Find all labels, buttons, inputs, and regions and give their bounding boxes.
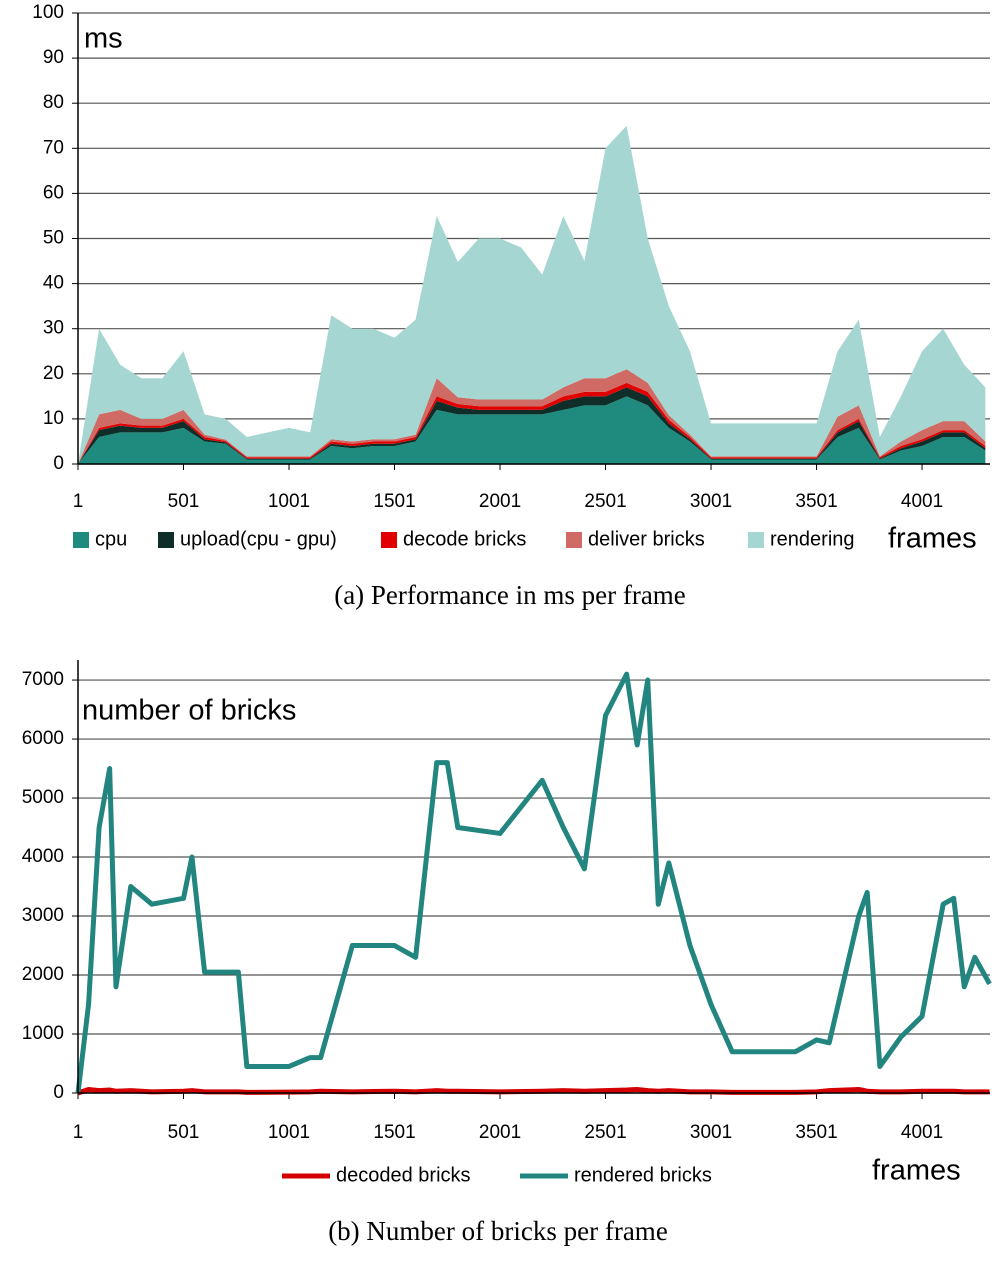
y-tick-label: 70 <box>43 137 64 158</box>
line <box>77 1086 990 1096</box>
x-tick-label: 4001 <box>901 491 943 512</box>
legend-label: cpu <box>95 528 127 550</box>
y-tick-label: 30 <box>43 318 64 339</box>
y-tick-label: 6000 <box>22 728 64 749</box>
area <box>78 125 986 464</box>
x-tick-label: 4001 <box>901 1122 943 1143</box>
caption: (b) Number of bricks per frame <box>328 1216 668 1246</box>
y-tick-label: 40 <box>43 273 64 294</box>
x-tick-label: 3501 <box>795 1122 837 1143</box>
annotation: number of bricks <box>82 695 296 727</box>
x-tick-label: 1 <box>73 1122 84 1143</box>
area <box>78 396 986 464</box>
legend-label: deliver bricks <box>588 528 705 550</box>
x-tick-label: 3501 <box>795 491 837 512</box>
x-tick-label: 501 <box>168 491 200 512</box>
legend-label: decode bricks <box>403 528 526 550</box>
x-axis-label: frames <box>872 1155 961 1187</box>
legend-label: rendering <box>770 528 855 550</box>
y-tick-label: 5000 <box>22 787 64 808</box>
x-tick-label: 2501 <box>584 491 626 512</box>
legend-swatch <box>158 532 174 548</box>
y-tick-label: 10 <box>43 408 64 429</box>
y-tick-label: 1000 <box>22 1023 64 1044</box>
caption: (a) Performance in ms per frame <box>334 580 686 610</box>
legend-swatch <box>748 532 764 548</box>
x-tick-label: 1001 <box>268 1122 310 1143</box>
x-tick-label: 2001 <box>479 491 521 512</box>
x-tick-label: 2001 <box>479 1122 521 1143</box>
legend-label: rendered bricks <box>574 1164 712 1186</box>
x-tick-label: 3001 <box>690 1122 732 1143</box>
y-tick-label: 3000 <box>22 905 64 926</box>
y-tick-label: 90 <box>43 47 64 68</box>
y-tick-label: 60 <box>43 182 64 203</box>
x-tick-label: 2501 <box>584 1122 626 1143</box>
x-tick-label: 1 <box>73 491 84 512</box>
y-tick-label: 2000 <box>22 964 64 985</box>
y-tick-label: 50 <box>43 228 64 249</box>
plot <box>78 679 990 1094</box>
x-axis-label: frames <box>888 523 977 555</box>
annotation: ms <box>84 23 123 55</box>
y-tick-label: 20 <box>43 363 64 384</box>
y-tick-label: 0 <box>53 1082 64 1103</box>
y-tick-label: 100 <box>32 2 64 23</box>
x-tick-label: 1501 <box>373 1122 415 1143</box>
legend-swatch <box>381 532 397 548</box>
legend-label: decoded bricks <box>336 1164 471 1186</box>
x-tick-label: 3001 <box>690 491 732 512</box>
legend-label: upload(cpu - gpu) <box>180 528 337 550</box>
x-tick-label: 501 <box>168 1122 200 1143</box>
legend-swatch <box>73 532 89 548</box>
y-tick-label: 80 <box>43 92 64 113</box>
y-tick-label: 0 <box>53 453 64 474</box>
y-tick-label: 4000 <box>22 846 64 867</box>
line <box>75 671 992 1094</box>
x-tick-label: 1001 <box>268 491 310 512</box>
legend-swatch <box>566 532 582 548</box>
x-tick-label: 1501 <box>373 491 415 512</box>
y-tick-label: 7000 <box>22 669 64 690</box>
